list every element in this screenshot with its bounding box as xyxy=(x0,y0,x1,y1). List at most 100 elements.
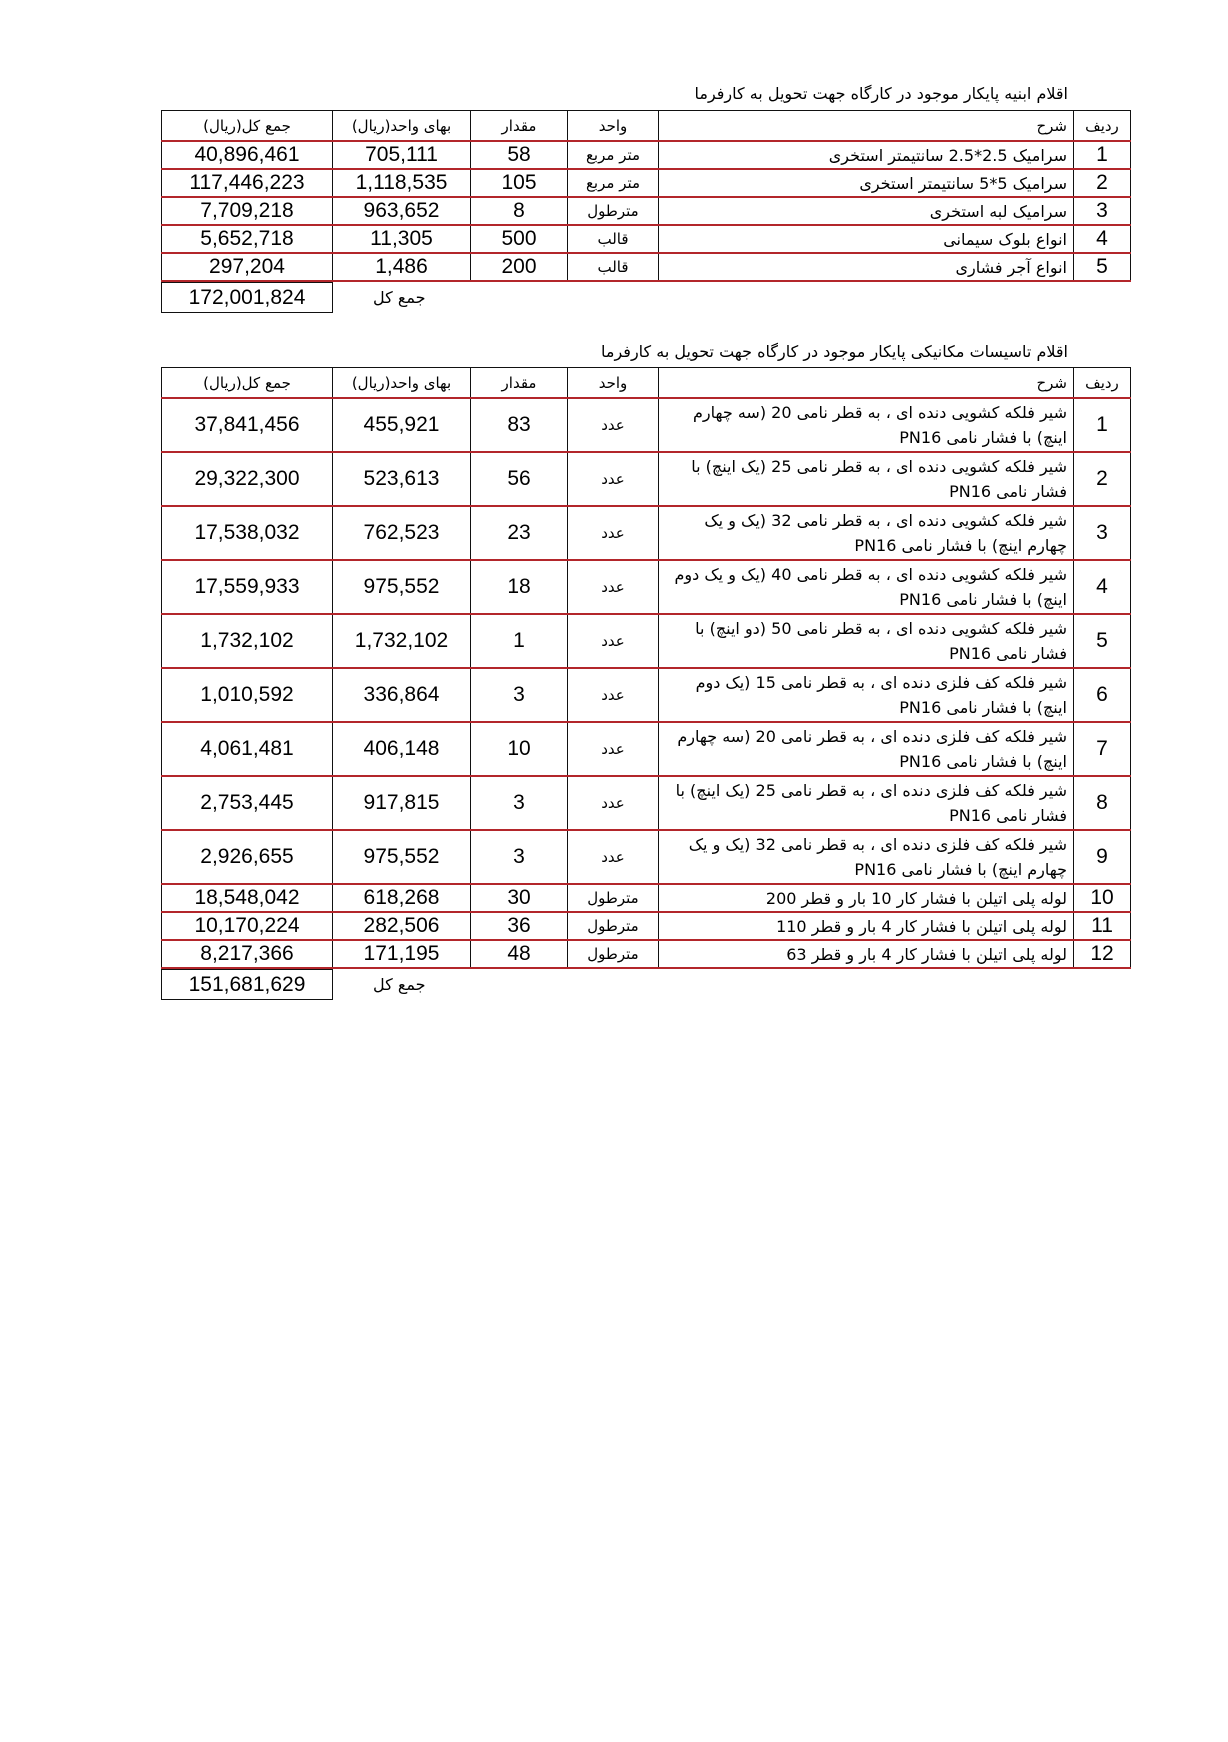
table-row: 1 سرامیک 2.5*2.5 سانتیمتر استخری متر مربع 5… xyxy=(161,140,1131,170)
row-number: 5 xyxy=(1073,252,1131,282)
table2-grand-total-row: 151,681,629 جمع کل xyxy=(161,969,425,1000)
table-row: 3 سرامیک لبه استخری مترطول 8 963,652 7,709,21… xyxy=(161,196,1131,226)
item-quantity: 3 xyxy=(470,667,568,723)
item-unit-price: 1,732,102 xyxy=(332,613,471,669)
row-number: 8 xyxy=(1073,775,1131,831)
header-unit: واحد xyxy=(567,367,659,399)
item-unit-price: 336,864 xyxy=(332,667,471,723)
item-quantity: 18 xyxy=(470,559,568,615)
item-unit: عدد xyxy=(567,559,659,615)
item-unit: مترطول xyxy=(567,911,659,941)
row-number: 4 xyxy=(1073,224,1131,254)
table-row: 11 لوله پلی اتیلن با فشار کار 4 بار و قطر… xyxy=(161,911,1131,941)
item-unit: عدد xyxy=(567,451,659,507)
item-quantity: 1 xyxy=(470,613,568,669)
item-description: لوله پلی اتیلن با فشار کار 10 بار و قطر … xyxy=(658,883,1074,913)
item-unit: عدد xyxy=(567,667,659,723)
item-unit-price: 406,148 xyxy=(332,721,471,777)
table-row: 2 سرامیک 5*5 سانتیمتر استخری متر مربع 105 1,… xyxy=(161,168,1131,198)
item-description: شیر فلکه کف فلزی دنده ای ، به قطر نامی 2… xyxy=(658,721,1074,777)
table-row: 6 شیر فلکه کف فلزی دنده ای ، به قطر نامی … xyxy=(161,667,1131,723)
row-number: 1 xyxy=(1073,140,1131,170)
table-row: 9 شیر فلکه کف فلزی دنده ای ، به قطر نامی … xyxy=(161,829,1131,885)
item-description: شیر فلکه کف فلزی دنده ای ، به قطر نامی 3… xyxy=(658,829,1074,885)
header-desc: شرح xyxy=(658,110,1074,142)
item-description: سرامیک لبه استخری xyxy=(658,196,1074,226)
item-unit-price: 975,552 xyxy=(332,559,471,615)
table-row: 2 شیر فلکه کشویی دنده ای ، به قطر نامی 25… xyxy=(161,451,1131,507)
item-unit: عدد xyxy=(567,505,659,561)
item-description: سرامیک 5*5 سانتیمتر استخری xyxy=(658,168,1074,198)
row-number: 9 xyxy=(1073,829,1131,885)
table1-title: اقلام ابنیه پایکار موجود در کارگاه جهت ت… xyxy=(694,84,1069,103)
table-row: 10 لوله پلی اتیلن با فشار کار 10 بار و قط… xyxy=(161,883,1131,913)
item-quantity: 105 xyxy=(470,168,568,198)
item-unit: قالب xyxy=(567,252,659,282)
item-unit: مترطول xyxy=(567,196,659,226)
item-description: شیر فلکه کشویی دنده ای ، به قطر نامی 20 … xyxy=(658,397,1074,453)
header-unit: واحد xyxy=(567,110,659,142)
header-total: جمع کل(ریال) xyxy=(161,110,333,142)
table-row: 4 شیر فلکه کشویی دنده ای ، به قطر نامی 40… xyxy=(161,559,1131,615)
item-unit-price: 11,305 xyxy=(332,224,471,254)
item-description: انواع آجر فشاری xyxy=(658,252,1074,282)
table-row: 5 شیر فلکه کشویی دنده ای ، به قطر نامی 50… xyxy=(161,613,1131,669)
item-total: 5,652,718 xyxy=(161,224,333,254)
item-unit: مترطول xyxy=(567,939,659,969)
item-total: 10,170,224 xyxy=(161,911,333,941)
item-unit: عدد xyxy=(567,775,659,831)
table-row: 7 شیر فلکه کف فلزی دنده ای ، به قطر نامی … xyxy=(161,721,1131,777)
item-quantity: 56 xyxy=(470,451,568,507)
item-description: انواع بلوک سیمانی xyxy=(658,224,1074,254)
table-header-row: ردیف شرح واحد مقدار بهای واحد(ریال) جمع … xyxy=(161,110,1131,142)
item-description: شیر فلکه کشویی دنده ای ، به قطر نامی 32 … xyxy=(658,505,1074,561)
item-total: 17,538,032 xyxy=(161,505,333,561)
row-number: 2 xyxy=(1073,451,1131,507)
header-radif: ردیف xyxy=(1073,367,1131,399)
item-quantity: 23 xyxy=(470,505,568,561)
header-unit-price: بهای واحد(ریال) xyxy=(332,110,471,142)
header-total: جمع کل(ریال) xyxy=(161,367,333,399)
item-description: لوله پلی اتیلن با فشار کار 4 بار و قطر 1… xyxy=(658,911,1074,941)
item-unit: متر مربع xyxy=(567,140,659,170)
header-qty: مقدار xyxy=(470,367,568,399)
row-number: 4 xyxy=(1073,559,1131,615)
item-unit-price: 1,118,535 xyxy=(332,168,471,198)
grand-total-label: جمع کل xyxy=(373,288,426,307)
item-unit-price: 171,195 xyxy=(332,939,471,969)
item-unit-price: 705,111 xyxy=(332,140,471,170)
item-unit: متر مربع xyxy=(567,168,659,198)
item-unit-price: 523,613 xyxy=(332,451,471,507)
row-number: 6 xyxy=(1073,667,1131,723)
item-description: سرامیک 2.5*2.5 سانتیمتر استخری xyxy=(658,140,1074,170)
item-unit-price: 762,523 xyxy=(332,505,471,561)
item-total: 4,061,481 xyxy=(161,721,333,777)
item-total: 40,896,461 xyxy=(161,140,333,170)
row-number: 1 xyxy=(1073,397,1131,453)
item-quantity: 3 xyxy=(470,775,568,831)
row-number: 5 xyxy=(1073,613,1131,669)
table2-title: اقلام تاسیسات مکانیکی پایکار موجود در کا… xyxy=(601,342,1068,361)
header-radif: ردیف xyxy=(1073,110,1131,142)
item-unit: عدد xyxy=(567,721,659,777)
mechanical-items-table: ردیف شرح واحد مقدار بهای واحد(ریال) جمع … xyxy=(161,367,1131,969)
item-total: 7,709,218 xyxy=(161,196,333,226)
row-number: 10 xyxy=(1073,883,1131,913)
header-qty: مقدار xyxy=(470,110,568,142)
table-row: 3 شیر فلکه کشویی دنده ای ، به قطر نامی 32… xyxy=(161,505,1131,561)
item-description: شیر فلکه کشویی دنده ای ، به قطر نامی 50 … xyxy=(658,613,1074,669)
table-row: 4 انواع بلوک سیمانی قالب 500 11,305 5,652,718 xyxy=(161,224,1131,254)
table-row: 1 شیر فلکه کشویی دنده ای ، به قطر نامی 20… xyxy=(161,397,1131,453)
item-quantity: 58 xyxy=(470,140,568,170)
item-quantity: 48 xyxy=(470,939,568,969)
item-total: 117,446,223 xyxy=(161,168,333,198)
item-description: شیر فلکه کشویی دنده ای ، به قطر نامی 25 … xyxy=(658,451,1074,507)
table-header-row: ردیف شرح واحد مقدار بهای واحد(ریال) جمع … xyxy=(161,367,1131,399)
item-quantity: 36 xyxy=(470,911,568,941)
item-total: 18,548,042 xyxy=(161,883,333,913)
row-number: 11 xyxy=(1073,911,1131,941)
item-total: 29,322,300 xyxy=(161,451,333,507)
table-row: 8 شیر فلکه کف فلزی دنده ای ، به قطر نامی … xyxy=(161,775,1131,831)
item-quantity: 3 xyxy=(470,829,568,885)
grand-total-label: جمع کل xyxy=(373,975,426,994)
